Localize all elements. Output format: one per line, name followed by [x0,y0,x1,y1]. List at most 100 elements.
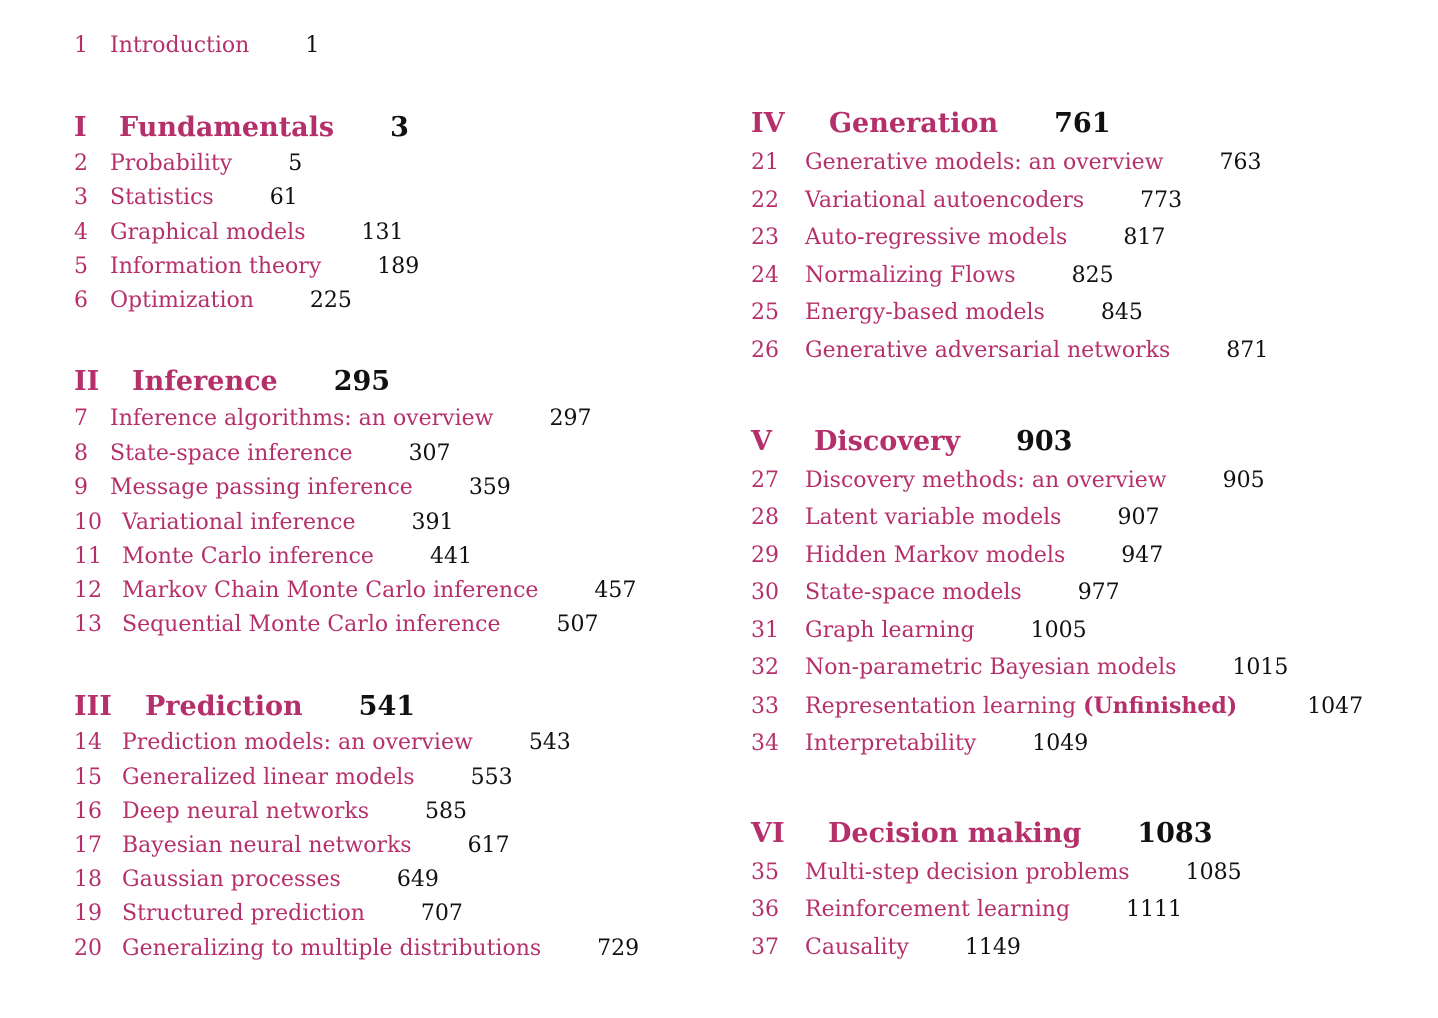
page-number: 845 [1100,300,1143,325]
chapter-number: 37 [751,935,779,960]
chapter-number: 23 [751,225,779,250]
chapter-number: 11 [74,544,102,569]
chapter-number: 24 [751,263,779,288]
toc-part-discovery[interactable]: V Discovery 903 [751,426,1072,458]
chapter-title: Sequential Monte Carlo inference [122,612,501,637]
chapter-title: Interpretability [805,731,977,756]
chapter-title: Normalizing Flows [805,263,1016,288]
chapter-title: Bayesian neural networks [122,833,412,858]
toc-chapter[interactable]: 16 Deep neural networks 585 [74,799,467,825]
toc-chapter[interactable]: 19 Structured prediction 707 [74,901,463,927]
toc-chapter[interactable]: 10 Variational inference 391 [74,510,454,536]
chapter-title: Statistics [110,185,214,210]
chapter-title: Message passing inference [110,475,413,500]
toc-chapter[interactable]: 28 Latent variable models 907 [751,505,1159,531]
part-number: III [74,691,112,722]
toc-chapter[interactable]: 18 Gaussian processes 649 [74,867,439,893]
page-number: 649 [396,867,439,892]
chapter-title: Monte Carlo inference [122,544,374,569]
chapter-number: 15 [74,765,102,790]
toc-chapter[interactable]: 33 Representation learning (Unfinished) 10… [751,693,1363,720]
toc-chapter[interactable]: 24 Normalizing Flows 825 [751,263,1114,289]
chapter-title-suffix: (Unfinished) [1083,693,1238,719]
toc-chapter[interactable]: 29 Hidden Markov models 947 [751,543,1163,569]
page-number: 553 [470,765,513,790]
chapter-number: 20 [74,936,102,961]
toc-chapter[interactable]: 36 Reinforcement learning 1111 [751,897,1182,923]
toc-part-inference[interactable]: II Inference 295 [74,366,390,398]
chapter-title: Prediction models: an overview [122,730,473,755]
toc-chapter[interactable]: 12 Markov Chain Monte Carlo inference 457 [74,578,636,604]
toc-chapter[interactable]: 35 Multi-step decision problems 1085 [751,860,1242,886]
page-number: 1005 [1030,618,1087,643]
toc-chapter[interactable]: 8 State-space inference 307 [74,441,451,467]
chapter-number: 7 [74,406,88,431]
toc-chapter-introduction[interactable]: 1 Introduction 1 [74,33,319,59]
toc-chapter[interactable]: 9 Message passing inference 359 [74,475,511,501]
toc-chapter[interactable]: 34 Interpretability 1049 [751,731,1088,757]
page-number: 1 [305,33,320,58]
page-number: 817 [1123,225,1166,250]
toc-part-fundamentals[interactable]: I Fundamentals 3 [74,112,409,144]
chapter-number: 19 [74,901,102,926]
toc-chapter[interactable]: 22 Variational autoencoders 773 [751,188,1182,214]
page-number: 617 [467,833,510,858]
toc-part-prediction[interactable]: III Prediction 541 [74,691,415,723]
chapter-number: 14 [74,730,102,755]
page-number: 457 [594,578,637,603]
toc-chapter[interactable]: 7 Inference algorithms: an overview 297 [74,406,591,432]
chapter-title: Discovery methods: an overview [805,468,1167,493]
toc-part-decision-making[interactable]: VI Decision making 1083 [751,818,1212,850]
chapter-title: Structured prediction [122,901,365,926]
toc-chapter[interactable]: 4 Graphical models 131 [74,220,404,246]
toc-chapter[interactable]: 26 Generative adversarial networks 871 [751,338,1268,364]
chapter-title: State-space models [805,580,1022,605]
toc-chapter[interactable]: 25 Energy-based models 845 [751,300,1143,326]
chapter-number: 32 [751,655,779,680]
page-number: 391 [411,510,454,535]
toc-chapter[interactable]: 27 Discovery methods: an overview 905 [751,468,1265,494]
chapter-title: Introduction [110,33,250,58]
toc-chapter[interactable]: 3 Statistics 61 [74,185,298,211]
toc-chapter[interactable]: 2 Probability 5 [74,151,302,177]
toc-chapter[interactable]: 15 Generalized linear models 553 [74,765,513,791]
page-number: 297 [549,406,592,431]
chapter-number: 36 [751,897,779,922]
toc-chapter[interactable]: 17 Bayesian neural networks 617 [74,833,510,859]
chapter-title: Markov Chain Monte Carlo inference [122,578,539,603]
toc-chapter[interactable]: 6 Optimization 225 [74,288,352,314]
toc-chapter[interactable]: 14 Prediction models: an overview 543 [74,730,571,756]
page-number: 729 [597,936,640,961]
toc-chapter[interactable]: 30 State-space models 977 [751,580,1120,606]
toc-chapter[interactable]: 5 Information theory 189 [74,254,419,280]
toc-chapter[interactable]: 32 Non-parametric Bayesian models 1015 [751,655,1288,681]
page-number: 1047 [1307,694,1364,719]
chapter-number: 30 [751,580,779,605]
chapter-title: Graphical models [110,220,306,245]
chapter-number: 6 [74,288,88,313]
part-title: Decision making [828,818,1082,849]
page-number: 61 [269,185,298,210]
page-number: 905 [1222,468,1265,493]
part-title: Generation [829,108,999,139]
part-title: Discovery [814,426,961,457]
toc-chapter[interactable]: 20 Generalizing to multiple distributions… [74,936,639,962]
toc-chapter[interactable]: 21 Generative models: an overview 763 [751,150,1261,176]
toc-chapter[interactable]: 11 Monte Carlo inference 441 [74,544,472,570]
part-number: VI [751,818,785,849]
toc-chapter[interactable]: 31 Graph learning 1005 [751,618,1087,644]
part-number: V [751,426,772,457]
page-number: 131 [361,220,404,245]
chapter-title: Variational inference [122,510,356,535]
toc-chapter[interactable]: 13 Sequential Monte Carlo inference 507 [74,612,599,638]
chapter-number: 16 [74,799,102,824]
page-number: 903 [1016,426,1073,457]
chapter-number: 12 [74,578,102,603]
toc-part-generation[interactable]: IV Generation 761 [751,108,1111,140]
chapter-number: 29 [751,543,779,568]
chapter-title: Generalizing to multiple distributions [122,936,542,961]
toc-chapter[interactable]: 37 Causality 1149 [751,935,1021,961]
chapter-title: Variational autoencoders [805,188,1085,213]
chapter-title: Information theory [110,254,322,279]
toc-chapter[interactable]: 23 Auto-regressive models 817 [751,225,1165,251]
